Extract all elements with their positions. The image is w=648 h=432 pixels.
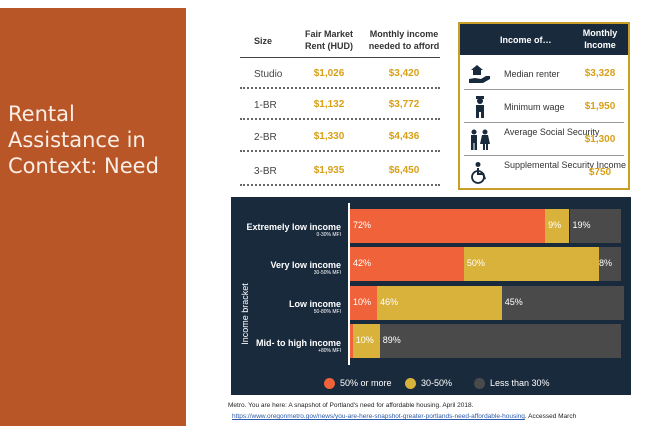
bar-data-label: 72% (353, 220, 372, 230)
income-value: $1,300 (584, 134, 616, 145)
bar-data-label: 45% (504, 297, 523, 307)
cell-need: $3,772 (388, 99, 420, 110)
bar-segment (463, 247, 600, 281)
family-icon (468, 129, 492, 151)
income-row: Supplemental Security Income $750 (460, 156, 628, 189)
cell-need: $3,420 (388, 68, 420, 79)
bar-data-label: 19% (572, 220, 591, 230)
income-value: $750 (588, 167, 612, 178)
bar-segment (569, 209, 621, 243)
income-header-monthly: Monthly Income (582, 28, 618, 50)
header-fair-market-rent: Fair Market Rent (HUD) (304, 29, 354, 51)
bar-data-label: 8% (599, 258, 613, 268)
income-label: Median renter (504, 69, 560, 79)
wheelchair-icon (468, 162, 492, 184)
bar-data-label: 10% (353, 297, 372, 307)
bar-segment (350, 324, 353, 358)
header-divider (240, 57, 440, 58)
rent-table-header: Size Fair Market Rent (HUD) Monthly inco… (240, 22, 440, 56)
cell-fmr: $1,132 (313, 99, 345, 110)
cell-need: $4,436 (388, 131, 420, 142)
income-header-label: Income of… (500, 35, 552, 45)
house-hand-icon (468, 63, 492, 85)
legend-item: 30-50% (405, 378, 452, 390)
income-header: Income of… Monthly Income (460, 24, 628, 55)
cell-fmr: $1,330 (313, 131, 345, 142)
table-row: 1-BR $1,132 $3,772 (240, 90, 440, 120)
category-sub-label: 50-80% MFI (313, 309, 341, 315)
table-row: 3-BR $1,935 $6,450 (240, 156, 440, 186)
slide-title: Rental Assistance in Context: Need (8, 102, 159, 178)
bar-data-label: 42% (353, 258, 372, 268)
cell-size: Studio (254, 69, 283, 80)
category-label: Extremely low income 0-30% MFI (246, 222, 341, 238)
income-row: Average Social Security $1,300 (460, 123, 628, 156)
source-link[interactable]: https://www.oregonmetro.gov/news/you-are… (232, 413, 525, 420)
bar-data-label: 50% (466, 258, 485, 268)
legend-swatch (474, 378, 485, 390)
row-divider (464, 155, 624, 156)
income-row: Median renter $3,328 (460, 57, 628, 90)
bar-segment (350, 209, 546, 243)
header-income-needed: Monthly income needed to afford (368, 29, 440, 51)
source-citation: Metro. You are here: A snapshot of Portl… (228, 402, 474, 409)
legend-item: Less than 30% (474, 378, 550, 390)
legend-swatch (324, 378, 335, 390)
row-divider (464, 89, 624, 90)
title-panel: Rental Assistance in Context: Need (0, 8, 186, 426)
bar-segment (350, 247, 464, 281)
bar-segment (350, 286, 378, 320)
bar-segment (379, 324, 621, 358)
row-divider (240, 184, 440, 186)
bar-segment (352, 324, 380, 358)
row-divider (240, 118, 440, 120)
bar-segment (599, 247, 621, 281)
bar-data-label: 9% (548, 220, 562, 230)
income-row: Minimum wage $1,950 (460, 90, 628, 123)
cell-size: 1-BR (254, 100, 277, 111)
category-label: Very low income 30-50% MFI (270, 260, 341, 276)
bar-data-label: 46% (380, 297, 399, 307)
table-row: Studio $1,026 $3,420 (240, 59, 440, 89)
bar-data-label: 10% (355, 335, 374, 345)
legend-item: 50% or more (324, 378, 392, 390)
cell-fmr: $1,935 (313, 165, 345, 176)
row-divider (464, 122, 624, 123)
category-sub-label: 30-50% MFI (313, 270, 341, 276)
bar-segment (545, 209, 570, 243)
category-label: Mid- to high income +80% MFI (256, 338, 341, 354)
row-divider (240, 87, 440, 89)
category-sub-label: +80% MFI (318, 348, 341, 354)
income-label: Average Social Security (504, 127, 600, 137)
y-axis-line (348, 203, 350, 365)
income-comparison-box: Income of… Monthly Income Median renter … (458, 22, 630, 190)
cell-size: 2-BR (254, 132, 277, 143)
source-url-line: https://www.oregonmetro.gov/news/you-are… (232, 413, 576, 420)
cell-size: 3-BR (254, 166, 277, 177)
legend-swatch (405, 378, 416, 390)
row-divider (240, 150, 440, 152)
header-size: Size (254, 36, 273, 46)
income-label: Minimum wage (504, 102, 565, 112)
category-label: Low income 50-80% MFI (288, 299, 341, 315)
bar-segment (377, 286, 502, 320)
housing-cost-burden-chart: Income bracket Extremely low income 0-30… (231, 197, 631, 395)
cell-need: $6,450 (388, 165, 420, 176)
bar-segment (501, 286, 624, 320)
worker-icon (468, 96, 492, 118)
category-sub-label: 0-30% MFI (316, 232, 341, 238)
income-value: $3,328 (584, 68, 616, 79)
table-row: 2-BR $1,330 $4,436 (240, 122, 440, 152)
income-value: $1,950 (584, 101, 616, 112)
cell-fmr: $1,026 (313, 68, 345, 79)
source-tail: . Accessed March (524, 413, 577, 420)
income-label: Supplemental Security Income (504, 160, 627, 170)
bar-data-label: 89% (382, 335, 401, 345)
